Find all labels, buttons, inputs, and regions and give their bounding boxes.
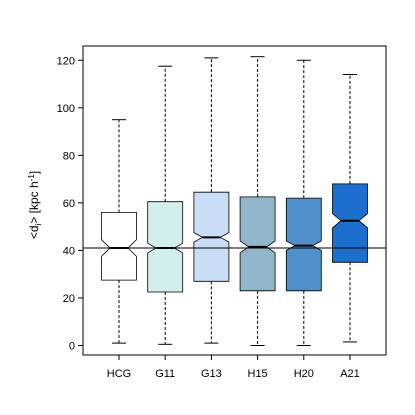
box-group-g13: G13 [193, 57, 230, 380]
box-group-g11: G11 [147, 65, 184, 380]
y-tick-label: 0 [69, 340, 75, 352]
y-tick-label: 60 [63, 198, 75, 210]
box [101, 211, 137, 281]
box [332, 183, 368, 263]
box [147, 201, 184, 293]
plot-frame [82, 45, 387, 356]
plot-layer: 0 20 40 60 80 100 120 HCG G11 G13 H15 H20 A21 [57, 45, 387, 380]
box [239, 196, 276, 292]
box-group-hcg: HCG [101, 119, 137, 380]
x-tick-label: A21 [340, 368, 360, 380]
x-tick-label: G11 [155, 368, 175, 380]
box-group-a21: A21 [332, 74, 368, 380]
x-tick-label: HCG [107, 368, 131, 380]
box-group-h15: H15 [239, 56, 276, 380]
y-tick-label: 120 [57, 55, 75, 67]
y-tick-label: 40 [63, 245, 75, 257]
y-axis-label: <di> [kpc h-1] [27, 171, 43, 239]
y-tick-label: 20 [63, 293, 75, 305]
y-tick-label: 100 [57, 103, 75, 115]
y-tick-label: 80 [63, 150, 75, 162]
x-tick-label: H20 [294, 368, 314, 380]
x-tick-label: G13 [201, 368, 222, 380]
box [285, 197, 322, 292]
box-group-h20: H20 [285, 59, 322, 380]
x-tick-label: H15 [248, 368, 268, 380]
